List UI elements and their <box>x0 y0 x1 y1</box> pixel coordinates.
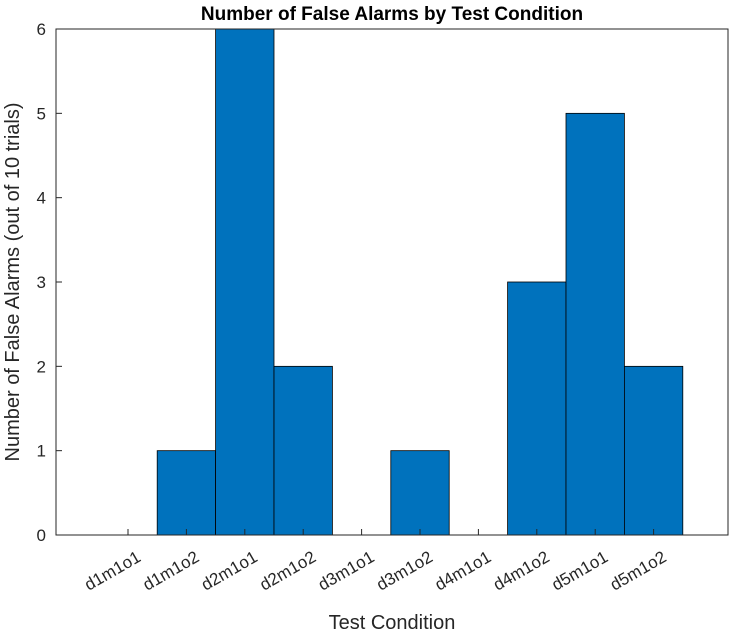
x-tick-label: d4m1o2 <box>490 547 553 594</box>
y-tick-label: 2 <box>37 357 46 376</box>
y-tick-label: 5 <box>37 104 46 123</box>
y-tick-label: 3 <box>37 273 46 292</box>
y-tick-label: 6 <box>37 20 46 39</box>
y-tick-label: 1 <box>37 442 46 461</box>
x-tick-label: d4m1o1 <box>432 547 495 594</box>
x-tick-label: d5m1o2 <box>607 547 670 594</box>
bar-d5m1o2 <box>624 365 684 536</box>
x-tick-label: d2m1o1 <box>198 547 261 594</box>
y-axis-label: Number of False Alarms (out of 10 trials… <box>2 102 24 461</box>
x-tick-label: d3m1o1 <box>315 547 378 594</box>
x-tick-label: d1m1o1 <box>81 547 144 594</box>
chart-title: Number of False Alarms by Test Condition <box>201 4 583 25</box>
bar-d3m1o2 <box>390 450 450 536</box>
y-tick-label: 0 <box>37 526 46 545</box>
y-tick-label: 4 <box>37 189 46 208</box>
bar-d4m1o2 <box>507 281 567 536</box>
x-tick-label: d2m1o2 <box>256 547 319 594</box>
bars-group <box>156 28 684 536</box>
bar-d1m1o2 <box>156 450 216 536</box>
bar-d2m1o2 <box>273 365 333 536</box>
bar-d2m1o1 <box>215 28 275 536</box>
x-tick-label: d1m1o2 <box>140 547 203 594</box>
x-axis-label: Test Condition <box>329 612 456 634</box>
x-tick-label: d5m1o1 <box>548 547 611 594</box>
bar-d5m1o1 <box>565 112 625 536</box>
x-tick-label: d3m1o2 <box>373 547 436 594</box>
